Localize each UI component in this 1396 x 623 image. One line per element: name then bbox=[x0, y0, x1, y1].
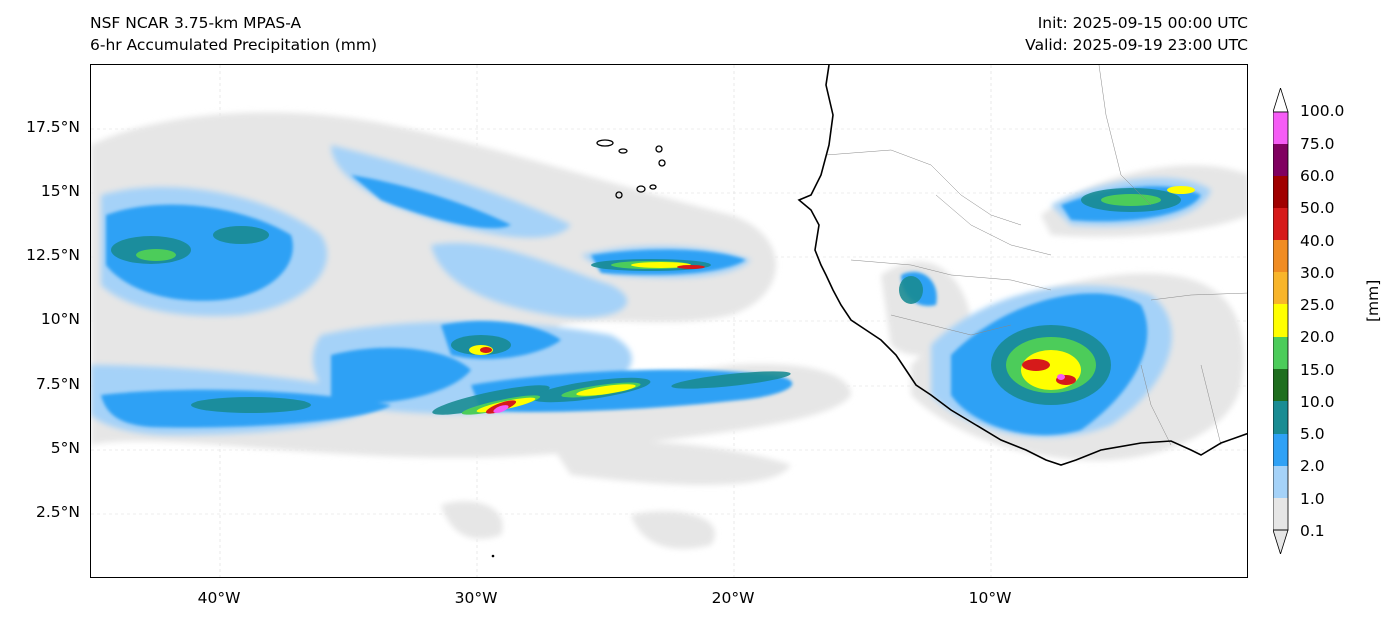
colorbar-tick: 40.0 bbox=[1300, 232, 1335, 250]
country-borders bbox=[825, 65, 1247, 446]
colorbar-tick: 25.0 bbox=[1300, 296, 1335, 314]
colorbar-tick: 75.0 bbox=[1300, 135, 1335, 153]
lon-label: 20°W bbox=[711, 589, 755, 607]
precipitation-map[interactable] bbox=[90, 64, 1248, 578]
lat-label: 5°N bbox=[50, 439, 80, 457]
lat-label: 15°N bbox=[40, 182, 80, 200]
valid-time: Valid: 2025-09-19 23:00 UTC bbox=[1025, 36, 1248, 54]
colorbar-tick: 100.0 bbox=[1300, 102, 1345, 120]
lat-label: 12.5°N bbox=[26, 246, 80, 264]
colorbar-tick: 5.0 bbox=[1300, 425, 1325, 443]
precip-magenta bbox=[493, 374, 1065, 413]
lon-label: 10°W bbox=[968, 589, 1012, 607]
colorbar-tick: 50.0 bbox=[1300, 199, 1335, 217]
lat-label: 10°N bbox=[40, 310, 80, 328]
cape-verde-islands bbox=[596, 139, 666, 199]
small-island bbox=[491, 554, 495, 558]
colorbar-tick: 60.0 bbox=[1300, 167, 1335, 185]
time-block: Init: 2025-09-15 00:00 UTC Valid: 2025-0… bbox=[1025, 12, 1248, 56]
colorbar-tick: 20.0 bbox=[1300, 328, 1335, 346]
colorbar bbox=[1273, 88, 1289, 554]
lat-label: 17.5°N bbox=[26, 118, 80, 136]
colorbar-tick: 0.1 bbox=[1300, 522, 1325, 540]
title-block: NSF NCAR 3.75-km MPAS-A 6-hr Accumulated… bbox=[90, 12, 377, 56]
colorbar-tick: 15.0 bbox=[1300, 361, 1335, 379]
field-title: 6-hr Accumulated Precipitation (mm) bbox=[90, 36, 377, 54]
colorbar-units: [mm] bbox=[1364, 279, 1382, 322]
colorbar-tick: 30.0 bbox=[1300, 264, 1335, 282]
colorbar-tick: 10.0 bbox=[1300, 393, 1335, 411]
lon-label: 30°W bbox=[454, 589, 498, 607]
colorbar-tick: 1.0 bbox=[1300, 490, 1325, 508]
colorbar-tick: 2.0 bbox=[1300, 457, 1325, 475]
lat-label: 2.5°N bbox=[36, 503, 80, 521]
init-time: Init: 2025-09-15 00:00 UTC bbox=[1037, 14, 1248, 32]
lon-label: 40°W bbox=[197, 589, 241, 607]
coastline bbox=[797, 65, 1247, 466]
lat-label: 7.5°N bbox=[36, 375, 80, 393]
model-title: NSF NCAR 3.75-km MPAS-A bbox=[90, 14, 302, 32]
